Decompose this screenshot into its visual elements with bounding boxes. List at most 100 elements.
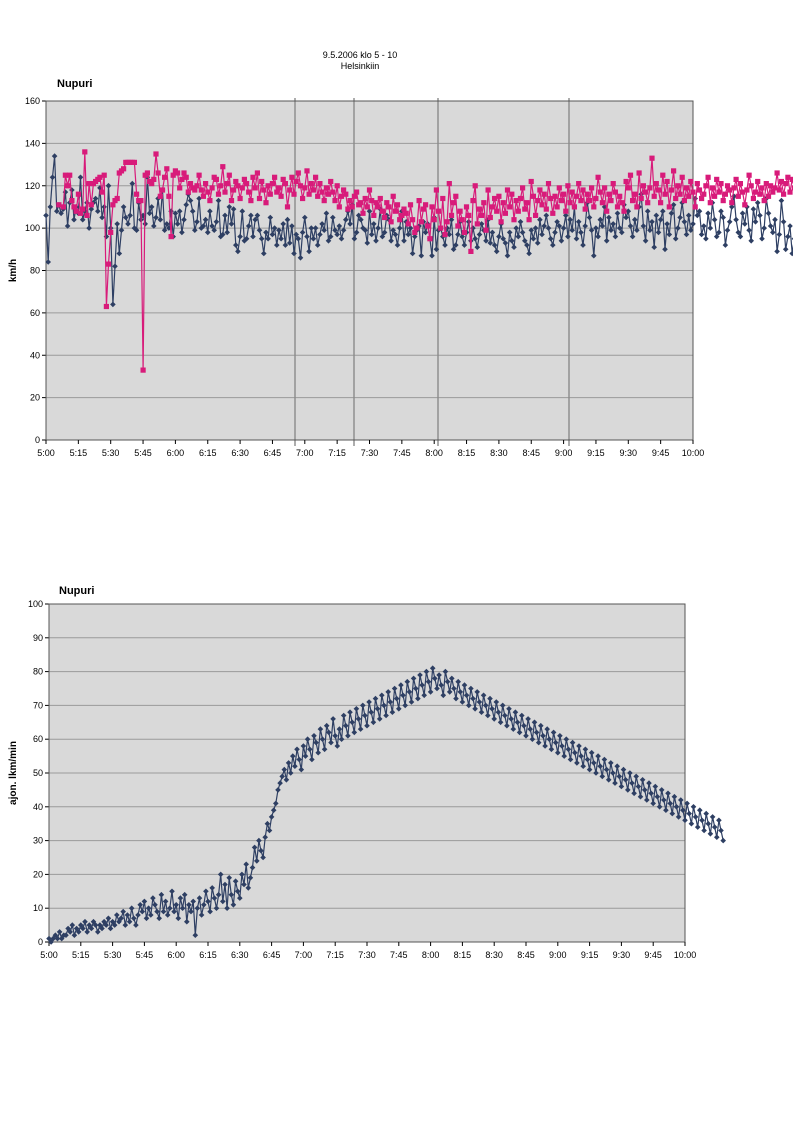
series-point — [286, 240, 293, 246]
series-point — [675, 225, 681, 231]
series-point — [306, 191, 312, 197]
series-point — [175, 170, 181, 176]
series-point — [588, 227, 595, 233]
series-point — [252, 216, 258, 223]
series-point — [748, 238, 754, 244]
series-point — [319, 736, 326, 742]
series-point — [612, 233, 619, 240]
series-point — [151, 176, 157, 182]
series-point — [520, 185, 526, 191]
series-point — [336, 204, 342, 210]
series-point — [351, 235, 358, 242]
series-point — [404, 678, 411, 685]
series-point — [774, 170, 780, 176]
series-point — [703, 810, 709, 817]
series-point — [646, 780, 652, 786]
series-point — [86, 181, 92, 187]
y-tick-label: 40 — [33, 802, 43, 812]
series-point — [283, 777, 290, 783]
series-point — [513, 198, 519, 204]
series-point — [550, 729, 557, 736]
series-point — [345, 733, 351, 739]
series-point — [274, 242, 280, 248]
series-point — [474, 244, 481, 250]
series-point — [677, 191, 683, 197]
series-point — [459, 699, 466, 705]
series-point — [325, 191, 332, 197]
series-point — [336, 223, 343, 229]
series-point — [368, 231, 375, 238]
series-point — [573, 193, 580, 199]
series-point — [591, 760, 597, 766]
series-point — [133, 922, 139, 928]
series-point — [254, 170, 260, 176]
series-point — [263, 229, 269, 236]
series-point — [122, 922, 129, 928]
series-point — [761, 225, 767, 231]
series-point — [366, 699, 372, 705]
series-point — [575, 219, 582, 225]
series-point — [778, 178, 784, 185]
series-point — [679, 174, 685, 180]
series-point — [317, 726, 324, 732]
series-point — [256, 195, 263, 202]
series-point — [453, 193, 459, 199]
series-point — [650, 800, 656, 807]
series-point — [599, 223, 606, 229]
series-point — [302, 753, 309, 759]
series-point — [535, 198, 541, 204]
series-point — [336, 726, 343, 732]
series-point — [567, 756, 574, 763]
series-point — [541, 223, 547, 229]
series-point — [186, 902, 192, 908]
series-point — [179, 905, 186, 911]
series-point — [548, 195, 554, 202]
y-tick-label: 0 — [35, 435, 40, 445]
series-point — [277, 780, 283, 786]
series-point — [251, 844, 258, 851]
series-point — [533, 729, 540, 736]
y-tick-label: 0 — [38, 937, 43, 947]
series-point — [188, 908, 194, 915]
series-point — [690, 804, 697, 810]
series-point — [768, 183, 774, 189]
series-point — [658, 787, 665, 793]
series-point — [239, 208, 246, 214]
series-point — [692, 204, 698, 210]
series-point — [140, 367, 146, 373]
series-point — [716, 189, 722, 195]
series-point — [631, 790, 637, 797]
series-point — [612, 780, 618, 786]
series-point — [287, 770, 294, 776]
series-point — [731, 185, 737, 191]
series-point — [530, 235, 537, 242]
series-point — [155, 170, 161, 176]
series-point — [591, 252, 597, 259]
series-point — [625, 787, 631, 793]
series-point — [200, 193, 206, 199]
series-point — [84, 212, 90, 218]
series-point — [453, 695, 459, 702]
series-point — [616, 225, 623, 231]
series-point — [384, 200, 390, 206]
series-point — [446, 181, 452, 187]
series-point — [146, 210, 153, 217]
series-point — [711, 216, 718, 223]
series-point — [366, 187, 373, 193]
series-point — [552, 193, 558, 199]
series-point — [621, 208, 627, 214]
series-point — [401, 238, 407, 244]
series-point — [228, 198, 235, 204]
x-tick-label: 8:30 — [485, 950, 503, 960]
series-point — [125, 221, 131, 227]
series-point — [164, 166, 170, 172]
series-point — [133, 227, 140, 233]
series-point — [332, 227, 338, 233]
series-point — [319, 189, 325, 195]
series-point — [235, 183, 241, 189]
series-point — [474, 689, 480, 695]
series-point — [392, 208, 398, 214]
series-point — [694, 824, 701, 830]
series-point — [209, 223, 215, 229]
series-point — [707, 200, 713, 206]
